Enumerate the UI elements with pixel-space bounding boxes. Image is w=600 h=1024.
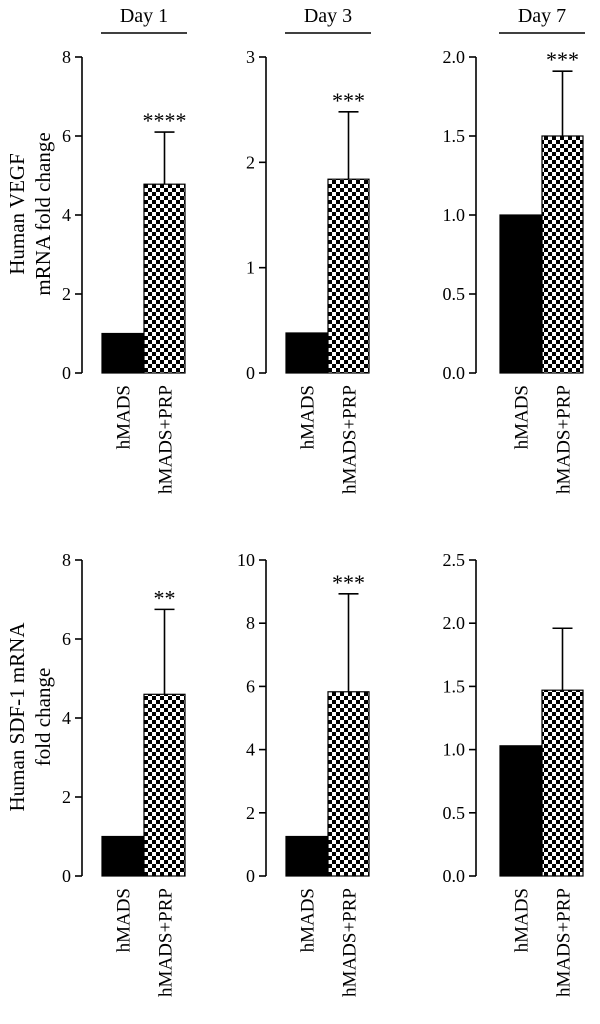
x-tick-label: hMADS: [512, 385, 533, 449]
y-tick-label: 1: [246, 258, 255, 278]
row-label-vegf-line2: mRNA fold change: [31, 132, 55, 295]
y-tick-label: 0: [246, 866, 255, 886]
x-tick-label: hMADS+PRP: [554, 385, 575, 494]
y-tick-label: 2.0: [443, 613, 466, 633]
x-tick-label: hMADS: [114, 888, 135, 952]
x-tick-label: hMADS: [298, 888, 319, 952]
significance-label: **: [154, 585, 176, 610]
chart-panel-6: 0.0 0.5 1.0 1.5 2.0 2.5 hMADS hMADS+PRP: [443, 550, 584, 997]
chart-panel-1: Day 1 0 2 4 6 8 hMADS **** hMADS+PRP: [62, 5, 187, 494]
significance-label: ***: [332, 88, 365, 113]
y-tick-label: 2.0: [443, 47, 466, 67]
significance-label: ***: [546, 47, 579, 72]
x-tick-label: hMADS: [512, 888, 533, 952]
chart-panel-2: Day 3 0 1 2 3 hMADS *** hMADS+PRP: [246, 5, 371, 494]
y-tick-label: 6: [62, 629, 71, 649]
x-tick-label: hMADS+PRP: [340, 888, 361, 997]
bar-hmads: [499, 745, 542, 877]
bar-hmads-prp: [143, 183, 186, 374]
x-tick-label: hMADS+PRP: [554, 888, 575, 997]
chart-panel-5: 0 2 4 6 8 10 hMADS *** hMADS+PRP: [237, 550, 370, 997]
y-tick-label: 1.5: [443, 676, 466, 696]
x-tick-label: hMADS+PRP: [156, 888, 177, 997]
y-tick-label: 1.0: [443, 740, 466, 760]
x-tick-label: hMADS+PRP: [340, 385, 361, 494]
bar-hmads: [101, 835, 144, 877]
y-tick-label: 10: [237, 550, 255, 570]
y-tick-label: 1.5: [443, 126, 466, 146]
row-label-sdf1-line2: fold change: [31, 668, 55, 767]
bar-hmads: [285, 835, 328, 877]
bar-hmads: [285, 332, 328, 374]
y-tick-label: 0.5: [443, 284, 466, 304]
significance-label: ***: [332, 570, 365, 595]
x-tick-label: hMADS+PRP: [156, 385, 177, 494]
significance-label: ****: [143, 108, 187, 133]
y-tick-label: 0: [62, 866, 71, 886]
row-label-sdf1: Human SDF-1 mRNA fold change: [5, 622, 55, 812]
day-label: Day 7: [518, 5, 566, 27]
row-label-vegf-line1: Human VEGF: [5, 153, 29, 275]
y-tick-label: 6: [62, 126, 71, 146]
row-label-sdf1-line1: Human SDF-1 mRNA: [5, 622, 29, 812]
bar-hmads-prp: [143, 693, 186, 877]
chart-panels: Day 1 0 2 4 6 8 hMADS **** hMADS+PRP Day 3 0 1 2 3 hMA…: [62, 5, 585, 997]
y-tick-label: 2: [62, 787, 71, 807]
y-tick-label: 2: [246, 803, 255, 823]
y-tick-label: 8: [62, 47, 71, 67]
y-tick-label: 4: [246, 740, 255, 760]
y-tick-label: 2: [246, 152, 255, 172]
bar-hmads: [499, 214, 542, 374]
bar-hmads-prp: [541, 135, 584, 374]
y-tick-label: 2: [62, 284, 71, 304]
y-tick-label: 4: [62, 205, 71, 225]
y-tick-label: 8: [246, 613, 255, 633]
y-tick-label: 2.5: [443, 550, 466, 570]
y-tick-label: 0: [246, 363, 255, 383]
y-tick-label: 1.0: [443, 205, 466, 225]
chart-panel-3: Day 7 0.0 0.5 1.0 1.5 2.0 hMADS *** hMADS+PRP: [443, 5, 585, 494]
chart-panel-4: 0 2 4 6 8 hMADS ** hMADS+PRP: [62, 550, 186, 997]
x-tick-label: hMADS: [298, 385, 319, 449]
bar-hmads: [101, 332, 144, 374]
y-tick-label: 0.0: [443, 866, 466, 886]
row-label-vegf: Human VEGF mRNA fold change: [5, 132, 55, 295]
bar-hmads-prp: [327, 691, 370, 877]
y-tick-label: 8: [62, 550, 71, 570]
day-label: Day 1: [120, 5, 168, 27]
y-tick-label: 0: [62, 363, 71, 383]
y-tick-label: 6: [246, 676, 255, 696]
day-label: Day 3: [304, 5, 352, 27]
bar-hmads-prp: [327, 178, 370, 374]
y-tick-label: 0.0: [443, 363, 466, 383]
x-tick-label: hMADS: [114, 385, 135, 449]
bar-hmads-prp: [541, 689, 584, 877]
y-tick-label: 0.5: [443, 803, 466, 823]
y-tick-label: 3: [246, 47, 255, 67]
y-tick-label: 4: [62, 708, 71, 728]
